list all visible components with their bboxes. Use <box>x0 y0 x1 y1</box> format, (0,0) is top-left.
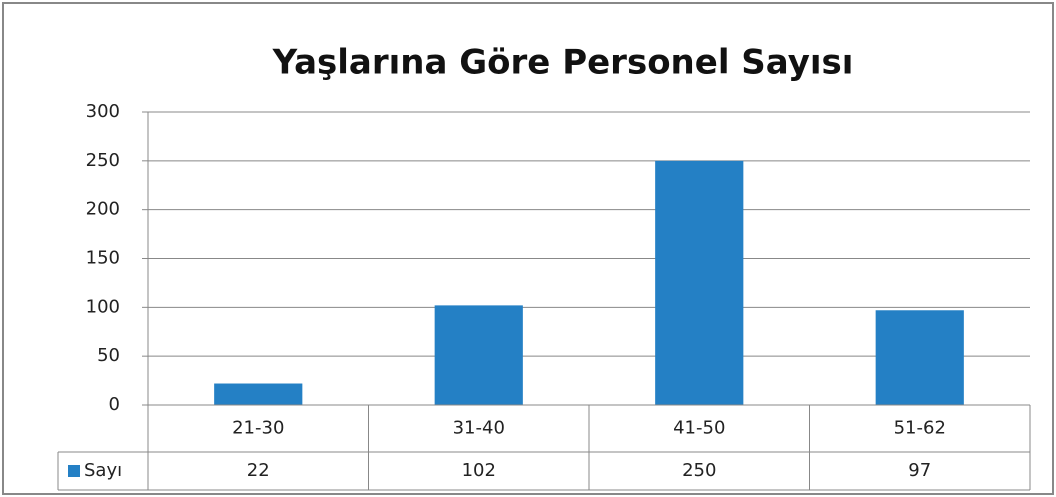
legend-label: Sayı <box>84 460 122 481</box>
bar <box>214 383 303 405</box>
y-tick-label: 50 <box>97 345 120 366</box>
y-tick-label: 300 <box>86 101 120 122</box>
y-tick-label: 100 <box>86 296 120 317</box>
bar <box>655 160 744 405</box>
x-tick-label: 31-40 <box>453 418 505 439</box>
table-value: 250 <box>682 460 716 481</box>
table-value: 97 <box>908 460 931 481</box>
x-tick-label: 21-30 <box>232 418 284 439</box>
x-tick-label: 41-50 <box>673 418 725 439</box>
chart-title: Yaşlarına Göre Personel Sayısı <box>272 43 854 83</box>
bar <box>875 310 964 405</box>
y-tick-label: 250 <box>86 150 120 171</box>
y-tick-label: 0 <box>109 394 120 415</box>
legend-key <box>68 465 80 477</box>
table-value: 102 <box>462 460 496 481</box>
table-value: 22 <box>247 460 270 481</box>
y-tick-label: 200 <box>86 199 120 220</box>
x-tick-label: 51-62 <box>894 418 946 439</box>
y-tick-label: 150 <box>86 248 120 269</box>
bar <box>434 305 523 405</box>
